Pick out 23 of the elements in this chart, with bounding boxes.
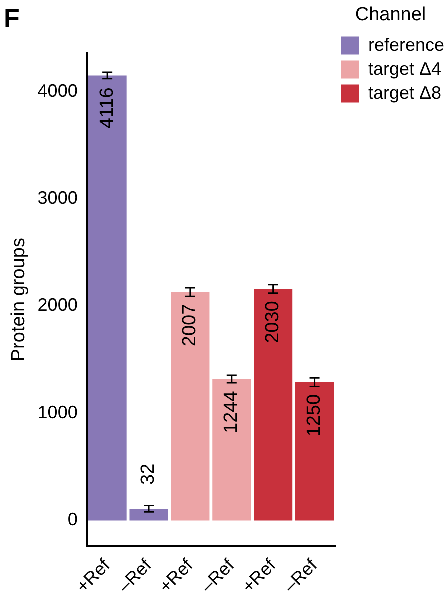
y-tick-label: 2000 [38, 295, 78, 316]
legend-label: target Δ4 [368, 58, 442, 79]
annotation: 2030 [262, 301, 284, 344]
y-tick-label: 0 [68, 510, 78, 530]
annotation: 1244 [221, 390, 242, 434]
bar [171, 292, 210, 521]
chart-title: F [4, 2, 20, 33]
bar [88, 76, 127, 521]
legend-label: target Δ8 [368, 82, 442, 103]
bar [130, 508, 168, 521]
y-tick-label: 4000 [38, 80, 78, 101]
legend-title: Channel [355, 4, 426, 26]
annotation: 1250 [304, 394, 326, 437]
y-tick-label: 3000 [38, 188, 78, 208]
y-tick-label: 1000 [38, 402, 78, 422]
bar [296, 382, 334, 521]
bar [254, 289, 293, 521]
bar [212, 379, 252, 521]
annotation: 32 [138, 464, 160, 485]
legend-label: reference [368, 34, 445, 55]
annotation: 4116 [96, 88, 118, 129]
y-axis-title: Protein groups [8, 238, 30, 362]
annotation: 2007 [180, 304, 201, 347]
